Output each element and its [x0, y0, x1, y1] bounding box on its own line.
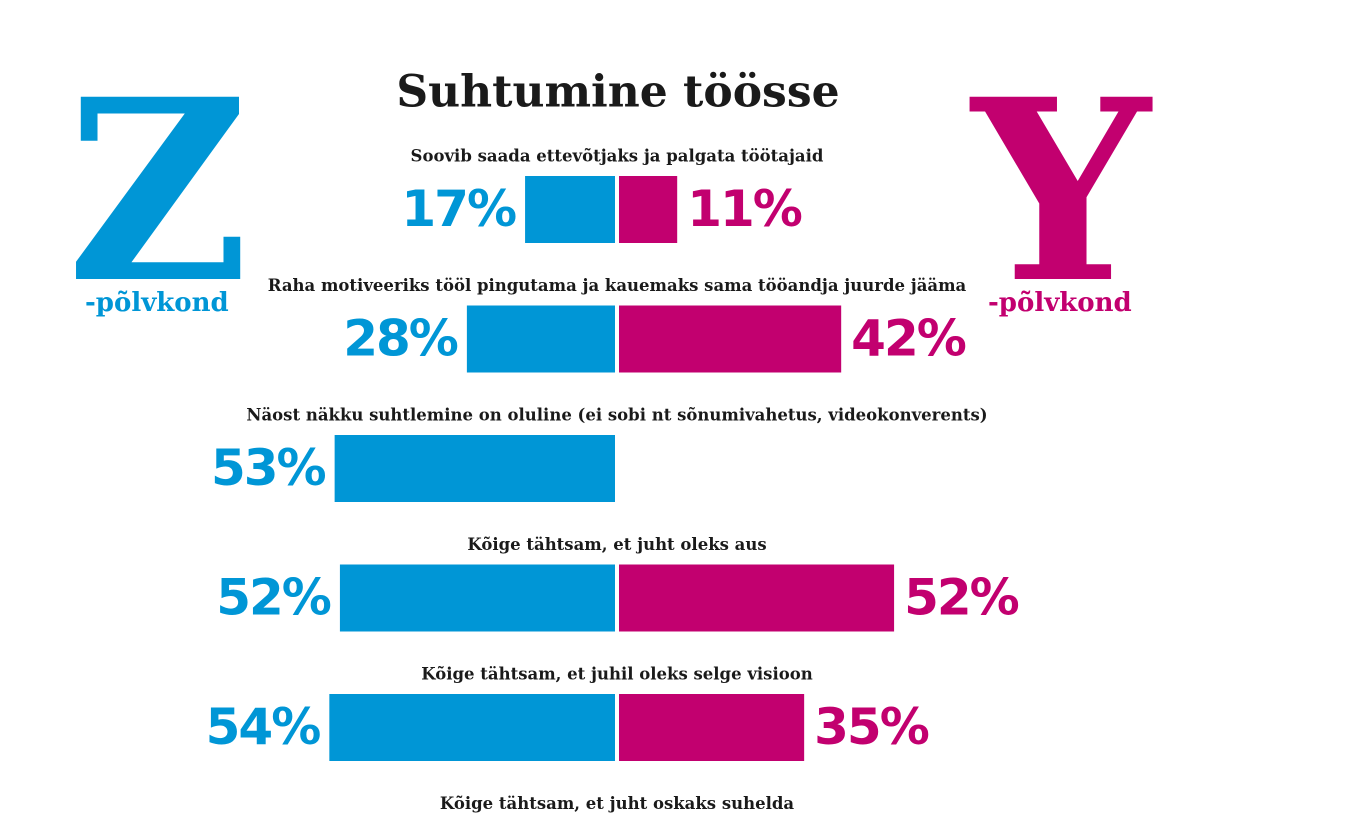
- legend-suffix: -põlvkond: [988, 288, 1132, 318]
- category-label: Soovib saada ettevõtjaks ja palgata tööt…: [411, 147, 824, 166]
- legend-suffix: -põlvkond: [85, 288, 229, 318]
- value-label: 53%: [211, 439, 326, 497]
- bar: [619, 564, 895, 632]
- category-label: Kõige tähtsam, et juht oleks aus: [467, 535, 766, 554]
- value-label: 35%: [814, 698, 929, 756]
- value-label: 54%: [206, 698, 321, 756]
- value-label: 17%: [401, 180, 516, 238]
- category-label: Näost näkku suhtlemine on oluline (ei so…: [246, 406, 987, 425]
- category-label: Raha motiveeriks tööl pingutama ja kauem…: [268, 276, 967, 295]
- value-label: 52%: [216, 569, 331, 627]
- value-label: 11%: [687, 180, 802, 238]
- bar: [329, 694, 615, 761]
- category-label: Kõige tähtsam, et juht oskaks suhelda: [440, 794, 795, 813]
- bar: [619, 305, 842, 373]
- bar: [619, 694, 805, 761]
- bar: [525, 176, 615, 243]
- value-label: 28%: [343, 310, 458, 368]
- legend-letter: Y: [969, 44, 1153, 338]
- bar: [466, 305, 615, 373]
- legend-letter: Z: [67, 44, 250, 338]
- chart-title: Suhtumine töösse: [396, 67, 839, 118]
- bar: [339, 564, 615, 632]
- bar: [619, 176, 678, 243]
- value-label: 42%: [851, 310, 966, 368]
- bar: [334, 435, 615, 502]
- value-label: 52%: [904, 569, 1019, 627]
- category-label: Kõige tähtsam, et juhil oleks selge visi…: [421, 665, 813, 684]
